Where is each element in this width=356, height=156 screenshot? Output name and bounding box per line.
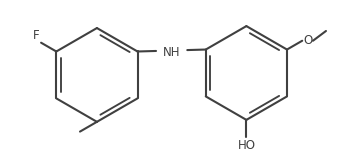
Text: NH: NH <box>163 46 180 59</box>
Text: O: O <box>303 34 313 47</box>
Text: F: F <box>32 29 39 42</box>
Text: HO: HO <box>237 139 255 152</box>
